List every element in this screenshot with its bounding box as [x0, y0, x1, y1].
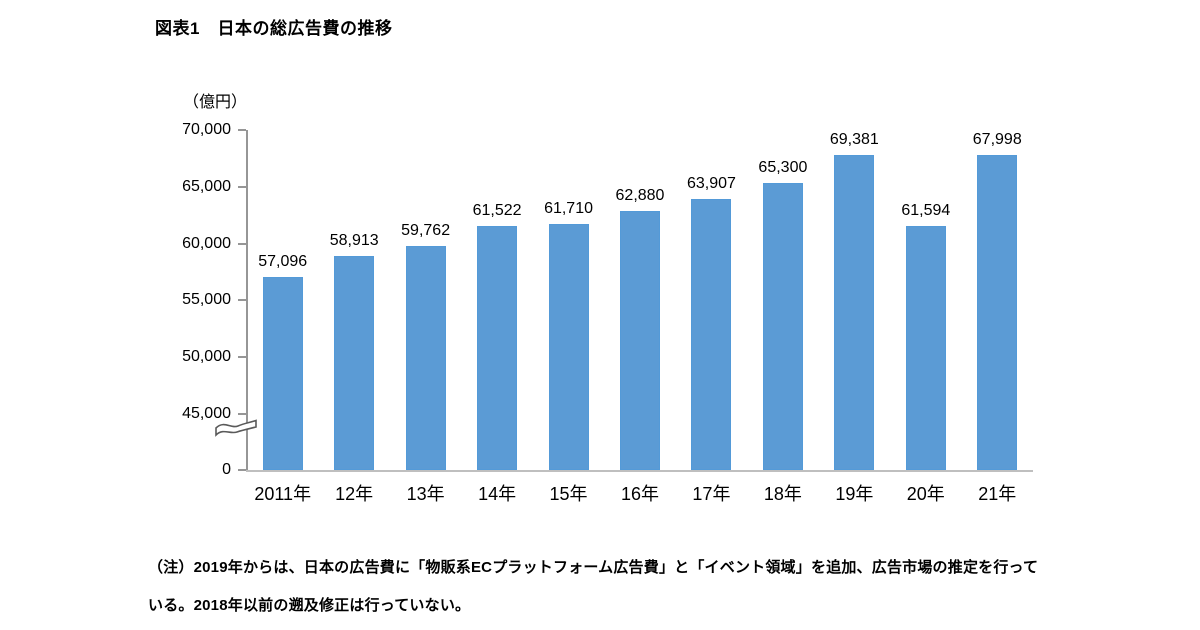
bar-value-label: 63,907 — [686, 175, 736, 193]
x-axis-label: 19年 — [835, 484, 874, 504]
x-axis-label: 17年 — [692, 484, 731, 504]
bar-group: 59,762 13年 — [390, 130, 461, 504]
x-axis-label: 18年 — [763, 484, 802, 504]
bar-value-label: 57,096 — [258, 252, 308, 270]
x-axis-label: 20年 — [906, 484, 945, 504]
y-tick-label: 70,000 — [182, 121, 231, 138]
bar-group: 65,300 18年 — [747, 130, 818, 504]
bar — [262, 276, 303, 470]
y-tick-label: 45,000 — [182, 405, 231, 422]
y-tick-mark — [238, 129, 246, 131]
bar-group: 58,913 12年 — [318, 130, 389, 504]
y-tick-label: 50,000 — [182, 348, 231, 366]
x-axis-label: 21年 — [978, 484, 1017, 504]
bar-group: 63,907 17年 — [676, 130, 747, 504]
y-axis-unit-label: （億円） — [183, 94, 248, 111]
bar-value-label: 61,594 — [901, 201, 951, 219]
x-axis-label: 15年 — [549, 484, 588, 504]
bar-value-label: 61,710 — [544, 200, 593, 218]
bar — [977, 155, 1018, 470]
y-tick-mark — [238, 242, 246, 245]
footnote-line-2: いる。2018年以前の遡及修正は行っていない。 — [148, 597, 471, 614]
y-tick-label: 0 — [222, 461, 231, 478]
x-axis-label: 2011年 — [254, 484, 312, 504]
bar-group: 67,998 21年 — [962, 130, 1033, 504]
y-tick-label: 60,000 — [182, 234, 231, 252]
y-tick-mark — [238, 413, 246, 415]
bar-value-label: 62,880 — [615, 186, 665, 204]
bar — [834, 155, 875, 470]
bar-value-label: 58,913 — [329, 231, 379, 249]
x-axis-label: 12年 — [335, 484, 374, 504]
bar — [762, 183, 803, 470]
bar-group: 61,522 14年 — [461, 130, 532, 504]
y-tick-mark — [238, 185, 246, 188]
y-tick-mark — [238, 299, 246, 302]
bar-value-label: 59,762 — [401, 222, 451, 240]
y-tick-mark — [238, 469, 246, 471]
y-tick-mark — [238, 356, 246, 359]
bar-value-label: 65,300 — [758, 159, 808, 177]
footnote-line-1: （注）2019年からは、日本の広告費に「物販系ECプラットフォーム広告費」と「イ… — [148, 559, 1039, 576]
x-axis-line — [246, 470, 1033, 472]
axis-break-icon — [215, 419, 257, 437]
x-axis-label: 13年 — [406, 484, 445, 504]
x-axis-label: 16年 — [620, 484, 659, 504]
bar-group: 62,880 16年 — [604, 130, 675, 504]
bar-group: 61,710 15年 — [533, 130, 604, 504]
bar — [619, 210, 660, 470]
y-tick-label: 55,000 — [182, 291, 231, 309]
chart-title: 図表1 日本の総広告費の推移 — [155, 19, 393, 38]
y-axis-line — [246, 130, 248, 470]
bar-value-label: 67,998 — [972, 131, 1022, 148]
x-axis-label: 14年 — [478, 484, 517, 504]
plot-area: （億円） 0 45,000 50,000 55,000 60,000 65,000 70,0… — [182, 94, 1033, 505]
bar — [548, 224, 589, 470]
bar — [905, 225, 946, 470]
bar-group: 69,381 19年 — [819, 130, 890, 504]
footnote: （注）2019年からは、日本の広告費に「物販系ECプラットフォーム広告費」と「イ… — [148, 549, 1138, 625]
bar-group: 61,594 20年 — [890, 130, 961, 505]
bars-row: 57,096 2011年 58,913 12年 59,762 13年 61,522 14年 61… — [247, 130, 1033, 505]
bar — [691, 199, 732, 470]
bar — [477, 226, 518, 470]
bar-group: 57,096 2011年 — [247, 130, 318, 504]
y-tick-label: 65,000 — [182, 177, 231, 195]
bar — [405, 246, 446, 470]
bar — [334, 255, 375, 470]
bar-value-label: 61,522 — [472, 202, 522, 220]
bar-value-label: 69,381 — [829, 131, 879, 148]
